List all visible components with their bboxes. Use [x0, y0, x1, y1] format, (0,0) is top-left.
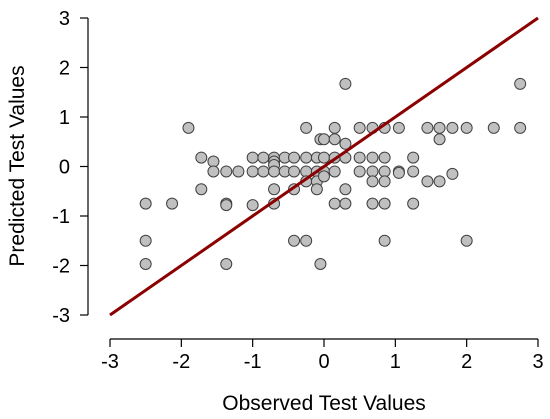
data-point — [195, 151, 208, 164]
data-point — [268, 183, 281, 196]
data-point — [246, 151, 259, 164]
data-point — [339, 183, 352, 196]
data-point — [207, 155, 220, 168]
data-point — [460, 121, 473, 134]
data-point — [318, 170, 330, 183]
data-point — [339, 137, 352, 150]
data-point — [300, 121, 313, 134]
x-tick-label: 2 — [461, 351, 472, 373]
x-axis-title: Observed Test Values — [222, 392, 426, 415]
y-tick-label: -1 — [52, 206, 70, 228]
data-point — [433, 133, 446, 146]
data-point — [328, 165, 341, 178]
data-point — [257, 151, 270, 164]
data-point — [366, 165, 379, 178]
x-tick-label: -2 — [172, 351, 190, 373]
data-point — [353, 165, 366, 178]
y-tick-label: -3 — [52, 305, 70, 327]
y-tick-label: 1 — [59, 107, 70, 129]
data-point — [378, 165, 391, 178]
data-point — [166, 197, 179, 210]
data-point — [195, 183, 208, 196]
data-point — [318, 133, 330, 146]
data-point — [328, 197, 341, 210]
reference-line — [109, 16, 539, 317]
data-point — [328, 121, 341, 134]
data-point — [246, 165, 259, 178]
data-point — [421, 175, 434, 188]
x-tick-label: 1 — [390, 351, 401, 373]
data-point — [487, 121, 500, 134]
data-point — [433, 175, 446, 188]
data-point — [268, 165, 281, 178]
data-point — [257, 165, 270, 178]
data-point — [433, 121, 446, 134]
data-point — [446, 121, 459, 134]
data-point — [220, 258, 233, 271]
data-point — [366, 175, 379, 188]
data-point — [220, 199, 233, 212]
x-tick-label: 3 — [532, 351, 543, 373]
data-point — [339, 197, 352, 210]
x-ticks: -3 -2 -1 0 1 2 3 — [101, 339, 544, 373]
data-point — [446, 167, 459, 180]
data-point — [139, 197, 152, 210]
data-point — [288, 165, 301, 178]
x-tick-label: -1 — [244, 351, 262, 373]
data-point — [318, 151, 330, 164]
data-point — [288, 151, 301, 164]
data-point — [310, 183, 323, 196]
data-point — [288, 234, 301, 247]
data-point — [366, 197, 379, 210]
data-point — [139, 234, 152, 247]
data-point — [514, 77, 527, 90]
data-point — [421, 121, 434, 134]
y-axis-title: Predicted Test Values — [6, 65, 29, 266]
data-point — [300, 234, 313, 247]
x-tick-label: -3 — [101, 351, 119, 373]
y-tick-label: 2 — [59, 58, 70, 80]
data-point — [246, 199, 259, 212]
data-point — [407, 165, 420, 178]
data-point — [392, 121, 405, 134]
y-tick-label: 3 — [59, 8, 70, 30]
data-point — [353, 121, 366, 134]
y-tick-label: -2 — [52, 256, 70, 278]
data-point — [220, 165, 233, 178]
data-point — [314, 258, 327, 271]
data-point — [366, 151, 379, 164]
data-point — [407, 197, 420, 210]
data-point — [407, 151, 420, 164]
data-point — [232, 165, 245, 178]
data-point — [378, 175, 391, 188]
data-point — [353, 151, 366, 164]
data-point — [392, 166, 405, 179]
data-point — [139, 258, 152, 271]
data-point — [300, 151, 313, 164]
data-point — [207, 165, 220, 178]
data-points — [139, 77, 527, 271]
data-point — [514, 121, 527, 134]
axes: -3 -2 -1 0 1 2 3 -3 -2 -1 0 1 2 3 — [52, 8, 543, 373]
data-point — [328, 133, 341, 146]
data-point — [378, 197, 391, 210]
data-point — [339, 77, 352, 90]
y-tick-label: 0 — [59, 157, 70, 179]
y-ticks: -3 -2 -1 0 1 2 3 — [52, 8, 88, 327]
x-tick-label: 0 — [318, 351, 329, 373]
data-point — [460, 234, 473, 247]
data-point — [378, 234, 391, 247]
data-point — [182, 121, 195, 134]
data-point — [378, 151, 391, 164]
